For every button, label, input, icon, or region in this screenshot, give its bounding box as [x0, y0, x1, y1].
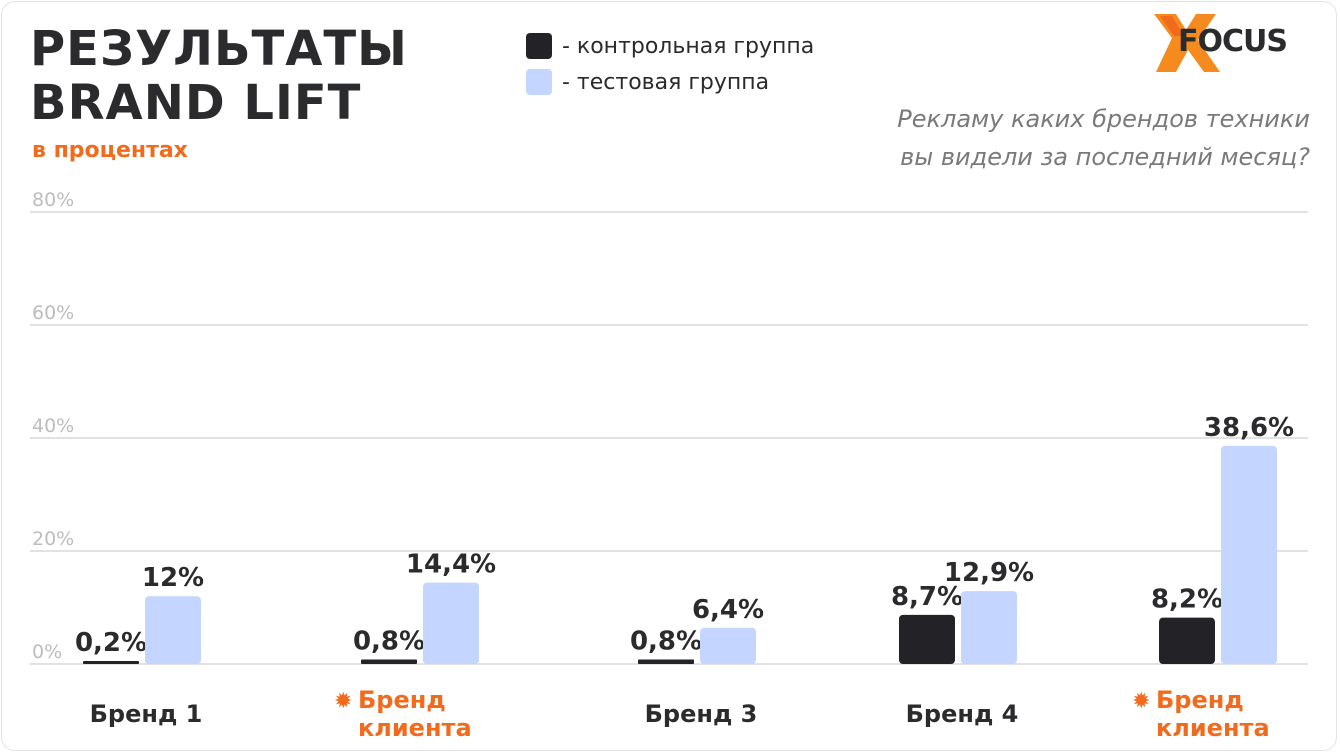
category-label: Бренд 1 — [90, 700, 203, 728]
legend-label-test: - тестовая группа — [562, 69, 770, 95]
bar-control — [899, 614, 955, 664]
data-label: 14,4% — [406, 550, 496, 580]
y-tick-label: 20% — [32, 528, 74, 550]
legend-swatch-control — [526, 33, 552, 59]
chart-legend: - контрольная группа - тестовая группа — [526, 28, 814, 100]
bar-test — [700, 627, 756, 664]
title-line-1: РЕЗУЛЬТАТЫ — [30, 21, 408, 77]
data-label: 0,2% — [75, 628, 147, 658]
category-label: Бренд — [358, 686, 446, 714]
legend-item-test: - тестовая группа — [526, 64, 814, 100]
data-label: 12,9% — [944, 558, 1034, 588]
logo-text: FOCUS — [1178, 24, 1288, 59]
bar-test — [145, 596, 201, 664]
question-line-1: Рекламу каких брендов техники — [897, 105, 1310, 133]
category-label: Бренд 3 — [645, 700, 758, 728]
survey-question: Рекламу каких брендов техники вы видели … — [790, 100, 1310, 176]
legend-item-control: - контрольная группа — [526, 28, 814, 64]
bar-test — [1221, 445, 1277, 664]
title-line-2: BRAND LIFT — [30, 75, 362, 131]
chart-subtitle: в процентах — [32, 138, 188, 163]
y-tick-label: 40% — [32, 415, 74, 437]
focus-logo: FOCUS — [1150, 12, 1310, 74]
legend-label-control: - контрольная группа — [562, 33, 815, 59]
bar-control — [361, 659, 417, 664]
bar-control — [83, 661, 139, 664]
category-label: Бренд — [1156, 686, 1244, 714]
question-line-2: вы видели за последний месяц? — [900, 143, 1310, 171]
data-label: 8,7% — [891, 582, 963, 612]
bar-control — [1159, 617, 1215, 664]
category-label: клиента — [1156, 714, 1270, 742]
bar-test — [423, 582, 479, 664]
y-tick-label: 60% — [32, 302, 74, 324]
page-title: РЕЗУЛЬТАТЫ BRAND LIFT — [30, 22, 408, 130]
data-label: 0,8% — [353, 626, 425, 656]
category-label: Бренд 4 — [906, 700, 1019, 728]
bar-test — [961, 591, 1017, 664]
x-mark-icon — [1154, 14, 1220, 72]
data-label: 6,4% — [692, 595, 764, 625]
data-label: 12% — [142, 563, 204, 593]
bar-control — [638, 659, 694, 664]
data-label: 0,8% — [630, 626, 702, 656]
y-tick-label: 80% — [32, 189, 74, 211]
data-label: 38,6% — [1204, 413, 1294, 443]
highlight-star-icon: ✹ — [1132, 689, 1150, 714]
legend-swatch-test — [526, 69, 552, 95]
category-label: клиента — [358, 714, 472, 742]
data-label: 8,2% — [1151, 585, 1223, 615]
y-tick-label: 0% — [32, 641, 62, 663]
highlight-star-icon: ✹ — [334, 689, 352, 714]
